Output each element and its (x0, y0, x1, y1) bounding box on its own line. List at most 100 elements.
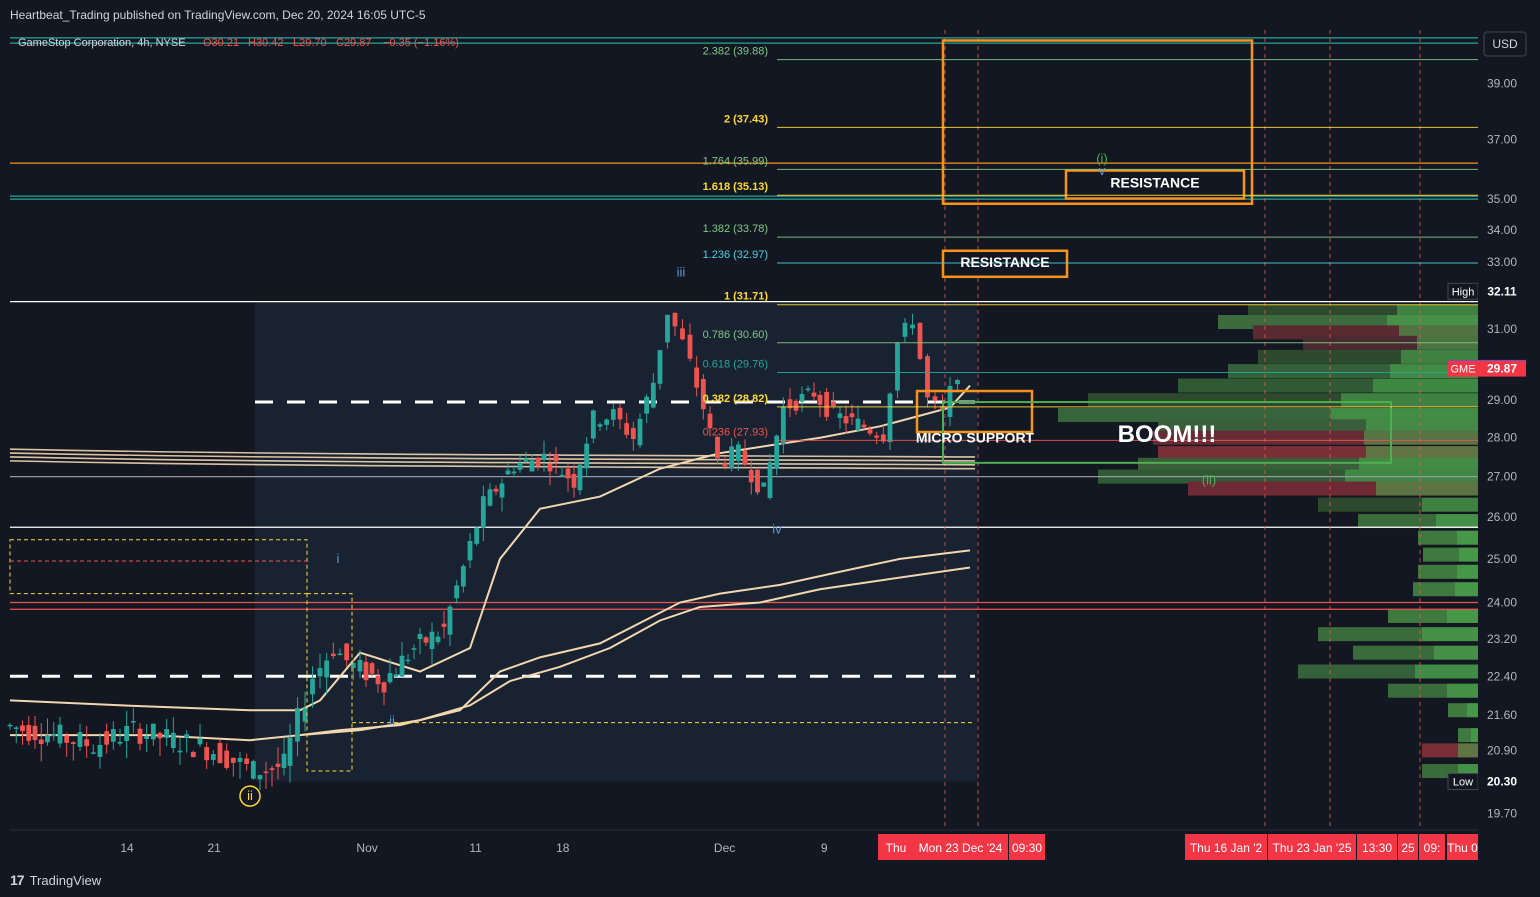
boom-label: BOOM!!! (1118, 421, 1217, 448)
profile-bar-inner-28 (1458, 743, 1478, 758)
date-tag-8: Thu 0 (1447, 841, 1478, 855)
price-tick-3: 34.00 (1487, 223, 1517, 237)
price-tick-13: 22.40 (1487, 669, 1517, 683)
time-tick-3: 11 (469, 841, 482, 855)
candle-body (157, 732, 163, 739)
candle-body (604, 419, 610, 425)
ohlc-open: O30.21 (203, 37, 239, 49)
micro-support-box (915, 389, 1034, 434)
chart-labels: RESISTANCE RESISTANCE MICRO SUPPORT BOOM!!!… (239, 151, 1217, 807)
candle-body (474, 527, 480, 544)
candle-body (650, 382, 656, 408)
candle-body (715, 436, 720, 459)
candle-body (460, 566, 466, 587)
candle-body (830, 401, 836, 407)
profile-bar-inner-20 (1455, 582, 1478, 597)
horizontal-lines (10, 30, 1478, 830)
fib-label-3: 1.618 (35.13) (703, 181, 769, 193)
moving-averages (9, 384, 976, 742)
price-tag-bg-3 (1478, 773, 1526, 790)
candle-body (637, 418, 643, 446)
price-tick-11: 24.00 (1487, 596, 1517, 610)
candle-body (617, 407, 623, 420)
candle-body (824, 391, 830, 417)
candle-body (887, 393, 893, 443)
currency-button[interactable]: USD (1483, 31, 1527, 57)
candle-body (411, 648, 417, 650)
candle-body (170, 732, 176, 749)
candle-body (104, 731, 110, 745)
time-tick-6: 9 (821, 841, 828, 855)
candle-body (793, 400, 799, 411)
date-tag-bg-6 (1398, 834, 1418, 860)
candle-body (895, 342, 900, 391)
symbol-legend: GameStop Corporation, 4h, NYSE O30.21 H3… (18, 37, 459, 49)
candle-body (805, 388, 811, 391)
candle-body (263, 771, 269, 774)
resistance-label-lower: RESISTANCE (960, 254, 1049, 270)
wave-label-0: iii (677, 265, 686, 280)
price-tick-1: 37.00 (1487, 133, 1517, 147)
candle-body (657, 350, 663, 384)
candle-body (644, 396, 650, 414)
date-tag-bg-1 (913, 834, 1008, 860)
candle-body (57, 724, 63, 744)
micro-support-label: MICRO SUPPORT (916, 430, 1035, 446)
candle-body (855, 418, 861, 431)
profile-bar-inner-15 (1422, 497, 1478, 512)
candle-body (837, 413, 843, 418)
candle-body (417, 633, 423, 640)
ma-band-2 (9, 456, 976, 466)
candle-body (184, 734, 190, 738)
candle-body (144, 736, 150, 739)
resistance-zone-box (941, 39, 1254, 205)
candle-body (344, 643, 350, 661)
candle-body (665, 314, 670, 343)
price-axis[interactable]: 39.00 37.00 35.00 34.00 33.00 31.00 29.00 28.00… (1447, 30, 1540, 830)
candle-body (77, 732, 83, 747)
date-tag-bg-7 (1419, 834, 1445, 860)
candle-body (584, 443, 590, 469)
candle-body (755, 469, 760, 493)
ma-band-3 (9, 460, 976, 470)
candle-body (38, 739, 44, 745)
symbol-line: GameStop Corporation, 4h, NYSE (18, 37, 186, 49)
candle-body (399, 655, 405, 677)
candle-body (429, 631, 435, 650)
fib-label-10: 0.236 (27.93) (703, 426, 768, 438)
price-chart[interactable]: 2.382 (39.88) 2 (37.43) 1.764 (35.99) 1.618… (0, 30, 1540, 867)
candle-body (932, 396, 938, 401)
candle-body (780, 406, 786, 445)
candle-body (210, 754, 216, 760)
wave-label-3: iv (772, 522, 782, 537)
candle-body (467, 540, 473, 561)
candle-body (880, 434, 886, 442)
candle-body (541, 453, 547, 460)
candle-body (302, 708, 308, 722)
candle-body (577, 464, 583, 491)
candle-body (64, 735, 70, 743)
candle-body (190, 752, 196, 758)
ohlc-low: L29.70 (293, 37, 327, 49)
candle-body (729, 446, 735, 468)
candle-body (381, 682, 387, 693)
candle-body (295, 708, 300, 742)
tradingview-brand[interactable]: 17 TradingView (10, 872, 101, 888)
fib-levels: 2.382 (39.88) 2 (37.43) 1.764 (35.99) 1.618… (703, 46, 1478, 441)
price-axis-background (1478, 30, 1540, 830)
candle-body (487, 489, 493, 506)
price-tick-9: 26.00 (1487, 510, 1517, 524)
candle-body (493, 488, 499, 492)
candle-body (230, 757, 236, 763)
time-tick-2: Nov (356, 841, 377, 855)
candle-body (559, 474, 565, 477)
price-tick-7: 28.00 (1487, 431, 1517, 445)
time-axis[interactable]: 1421Nov1118Dec92025ThuMon 23 Dec '2409:3… (10, 829, 1478, 860)
candle-body (447, 606, 453, 635)
candle-body (130, 721, 136, 723)
candle-body (237, 757, 243, 762)
candle-body (117, 741, 123, 744)
time-tick-1: 21 (207, 841, 221, 855)
price-tag-label-bg-2 (1448, 360, 1478, 377)
candle-body (217, 742, 223, 764)
